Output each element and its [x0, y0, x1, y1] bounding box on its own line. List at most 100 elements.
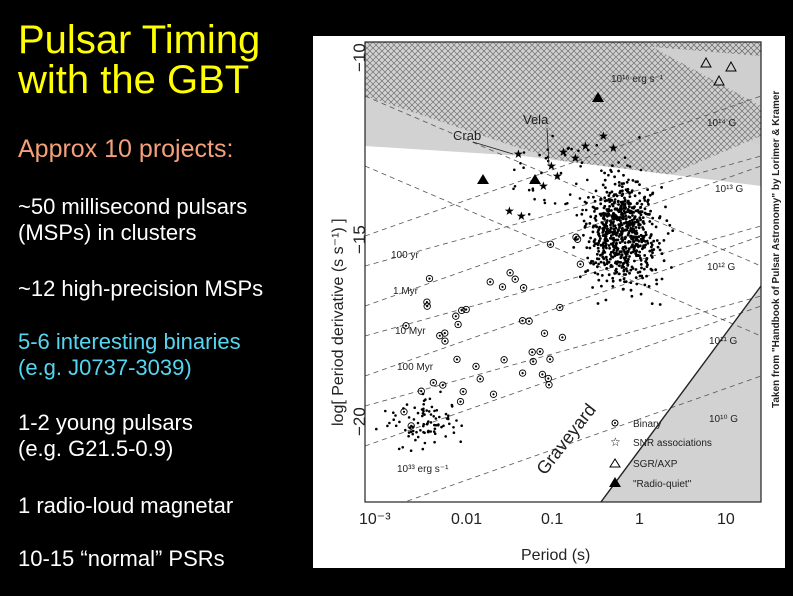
- pulsar-point: [540, 171, 543, 175]
- pulsar-point: [642, 228, 645, 231]
- pulsar-point: [513, 185, 517, 188]
- pulsar-point: [612, 227, 616, 231]
- bullet-normal-psrs: 10-15 “normal” PSRs: [18, 546, 225, 572]
- pulsar-point: [634, 238, 638, 242]
- pulsar-point: [412, 418, 416, 421]
- binary-point-center: [479, 377, 482, 380]
- pulsar-point: [609, 168, 612, 172]
- pulsar-point: [642, 267, 646, 271]
- field-label: 10¹² G: [707, 262, 736, 273]
- pulsar-point: [631, 238, 635, 241]
- pulsar-point: [397, 447, 401, 451]
- pulsar-point: [388, 421, 391, 425]
- pulsar-point: [635, 235, 639, 239]
- pulsar-point: [624, 236, 627, 240]
- binary-point: [441, 337, 449, 345]
- death-line: [600, 285, 761, 502]
- snr-point: ★: [513, 147, 524, 161]
- pulsar-point: [630, 227, 634, 231]
- pulsar-point: [611, 279, 615, 283]
- pulsar-point: [648, 220, 652, 223]
- pulsar-point: [603, 204, 607, 208]
- pulsar-point: [421, 414, 424, 418]
- pulsar-point: [531, 187, 535, 190]
- pulsar-point: [591, 225, 595, 229]
- pulsar-point: [603, 217, 606, 221]
- bullet-line: 5-6 interesting binaries: [18, 329, 241, 354]
- pulsar-point: [636, 201, 639, 205]
- pulsar-point: [586, 256, 590, 260]
- pulsar-point: [601, 229, 605, 233]
- binary-point-center: [549, 243, 552, 246]
- binary-point: [407, 422, 415, 430]
- pulsar-point: [638, 250, 641, 254]
- pulsar-point: [584, 270, 587, 274]
- pulsar-point: [411, 432, 414, 436]
- title-line-2: with the GBT: [18, 58, 250, 102]
- bullet-line: ~12 high-precision MSPs: [18, 276, 264, 301]
- legend-triangle-filled-icon: [609, 477, 621, 487]
- pulsar-point: [433, 432, 437, 436]
- pulsar-point: [563, 153, 567, 157]
- pulsar-point: [398, 420, 401, 424]
- binary-point: [576, 260, 585, 268]
- pulsar-point: [591, 260, 595, 263]
- pulsar-point: [424, 398, 427, 401]
- pulsar-point: [513, 168, 516, 172]
- pulsar-point: [615, 248, 619, 252]
- pulsar-point: [585, 246, 589, 250]
- pulsar-point: [607, 198, 611, 202]
- pulsar-point: [650, 302, 654, 305]
- pulsar-point: [612, 224, 615, 228]
- x-tick-label: 0.01: [451, 511, 482, 528]
- pulsar-point: [435, 409, 439, 412]
- bullet-line: (MSPs) in clusters: [18, 220, 197, 245]
- pulsar-point: [392, 411, 395, 415]
- pulsar-point: [544, 156, 548, 160]
- binary-point: [417, 387, 425, 395]
- pulsar-point: [655, 239, 659, 242]
- binary-point-center: [548, 358, 552, 361]
- legend-label: SGR/AXP: [633, 459, 678, 470]
- pulsar-point: [605, 219, 609, 222]
- pulsar-point: [638, 270, 642, 274]
- pulsar-point: [639, 233, 643, 237]
- bullet-young-pulsars: 1-2 young pulsars (e.g. G21.5-0.9): [18, 410, 193, 462]
- figure-credit: Taken from "Handbook of Pulsar Astronomy…: [771, 91, 782, 408]
- pulsar-point: [650, 268, 654, 272]
- pulsar-point: [459, 440, 462, 444]
- pulsar-point: [448, 422, 451, 426]
- pulsar-point: [601, 253, 604, 256]
- pulsar-point: [644, 212, 648, 216]
- pulsar-point: [612, 232, 615, 236]
- pulsar-point: [631, 179, 635, 182]
- pulsar-point: [649, 209, 652, 213]
- forbidden-region-hatch: [365, 42, 761, 186]
- binary-point: [538, 370, 547, 379]
- binary-point: [462, 305, 470, 314]
- pulsar-point: [647, 202, 650, 206]
- y-tick-label: −10: [350, 43, 369, 72]
- pulsar-point: [601, 246, 605, 250]
- pulsar-point: [625, 267, 628, 271]
- pulsar-point: [619, 222, 622, 226]
- pulsar-point: [635, 282, 639, 286]
- x-tick-label: 0.1: [541, 511, 563, 528]
- pulsar-point: [655, 278, 658, 282]
- pulsar-point: [636, 209, 640, 212]
- pulsar-point: [626, 233, 630, 237]
- pulsar-point: [618, 278, 622, 282]
- pulsar-point: [633, 205, 636, 208]
- binary-point-center: [538, 350, 542, 353]
- binary-point: [454, 320, 462, 329]
- pulsar-point: [627, 224, 630, 228]
- pulsar-point: [639, 263, 643, 266]
- pulsar-point: [612, 236, 615, 240]
- pulsar-point: [622, 277, 626, 281]
- pulsar-point: [650, 222, 654, 226]
- pulsar-point: [617, 210, 621, 214]
- pulsar-point: [423, 413, 426, 416]
- pulsar-point: [559, 171, 563, 175]
- pulsar-point: [432, 430, 436, 433]
- pulsar-point: [639, 206, 642, 209]
